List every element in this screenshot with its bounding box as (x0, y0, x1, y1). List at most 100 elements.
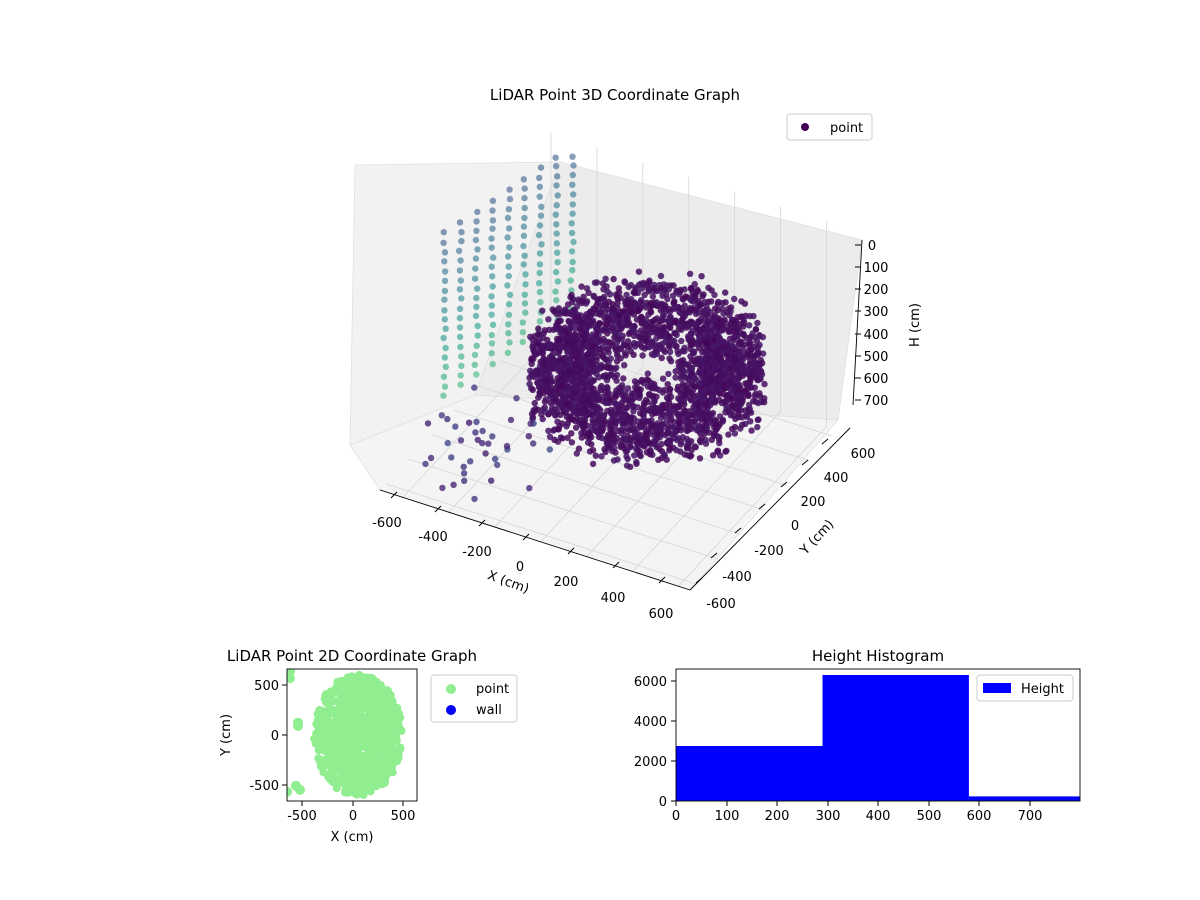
data-point (623, 436, 630, 443)
data-point (734, 332, 741, 340)
data-point (610, 436, 618, 443)
data-point (473, 371, 480, 378)
data-point (488, 340, 496, 347)
data-point (642, 433, 650, 440)
chart-histogram: Height Histogram 0 100 200 300 400 500 6… (634, 647, 1081, 824)
data-point (720, 338, 728, 346)
data-point (505, 206, 513, 213)
data-point (441, 277, 449, 285)
data-point-2d (344, 776, 352, 785)
data-point (536, 288, 544, 296)
data-point (569, 378, 577, 385)
data-point (456, 333, 464, 341)
data-point (732, 320, 740, 327)
data-point (563, 407, 570, 414)
data-point (752, 326, 760, 333)
data-point-2d (375, 757, 383, 765)
legend-label-point: point (830, 121, 863, 136)
data-point (527, 420, 534, 427)
data-point (621, 278, 628, 285)
data-point (704, 423, 711, 431)
data-point (618, 415, 625, 422)
data-point (488, 311, 495, 318)
data-point (554, 192, 561, 199)
data-point (719, 299, 726, 307)
data-point (730, 328, 738, 335)
data-point (506, 186, 513, 193)
legend-3d: point (786, 113, 873, 141)
data-point (688, 390, 696, 397)
data-point (607, 430, 614, 438)
data-point (505, 330, 512, 337)
data-point (738, 392, 745, 399)
data-point (578, 434, 585, 441)
data-point-2d (396, 743, 405, 752)
data-point (526, 374, 533, 382)
data-point (745, 347, 752, 354)
data-point (566, 340, 574, 348)
data-point (585, 429, 593, 436)
data-point (567, 293, 574, 301)
data-point (568, 439, 576, 446)
data-point (730, 343, 737, 350)
data-point (458, 237, 465, 245)
data-point (521, 252, 528, 259)
data-point (569, 299, 576, 306)
data-point (596, 349, 604, 356)
data-point-2d (368, 674, 376, 683)
data-point (673, 436, 681, 444)
data-point (716, 368, 724, 375)
data-point (629, 403, 637, 411)
data-point (716, 396, 723, 403)
data-point (457, 277, 464, 284)
data-point (578, 319, 585, 326)
data-point (605, 359, 612, 366)
data-point (750, 367, 757, 374)
data-point (529, 386, 536, 393)
data-point (457, 381, 464, 388)
data-point (673, 288, 680, 295)
data-point (722, 409, 729, 416)
data-point (538, 203, 545, 210)
data-point (747, 376, 754, 383)
data-point (621, 362, 628, 369)
data-point (611, 417, 619, 424)
data-point-2d (317, 762, 325, 771)
x-tick-label-hist: 100 (715, 809, 740, 824)
data-point (613, 364, 620, 371)
data-point (474, 246, 481, 253)
x-tick-label: -200 (462, 545, 492, 560)
data-point (638, 285, 646, 292)
data-point (563, 372, 570, 379)
data-point (630, 289, 637, 296)
data-point (458, 362, 465, 370)
data-point (696, 455, 704, 462)
data-point (565, 318, 573, 326)
data-point (665, 370, 672, 378)
data-point (602, 448, 609, 456)
data-point (567, 367, 574, 374)
data-point (537, 212, 545, 219)
data-point (601, 388, 609, 396)
data-point (448, 454, 455, 461)
data-point (598, 394, 606, 401)
data-point (536, 174, 543, 182)
data-point (569, 258, 576, 266)
data-point (691, 348, 698, 355)
data-point (547, 408, 555, 415)
data-point (595, 374, 602, 381)
data-point (441, 296, 448, 303)
data-point (504, 253, 512, 260)
data-point (441, 268, 449, 275)
data-point (672, 428, 680, 436)
data-point (505, 311, 513, 318)
data-point (683, 308, 690, 315)
data-point (539, 307, 546, 314)
z-tick-label: 500 (864, 350, 889, 365)
data-point (578, 283, 585, 290)
data-point (596, 431, 603, 438)
data-point (659, 312, 667, 319)
data-point (521, 300, 529, 307)
data-point (722, 289, 729, 296)
data-point (491, 455, 499, 463)
